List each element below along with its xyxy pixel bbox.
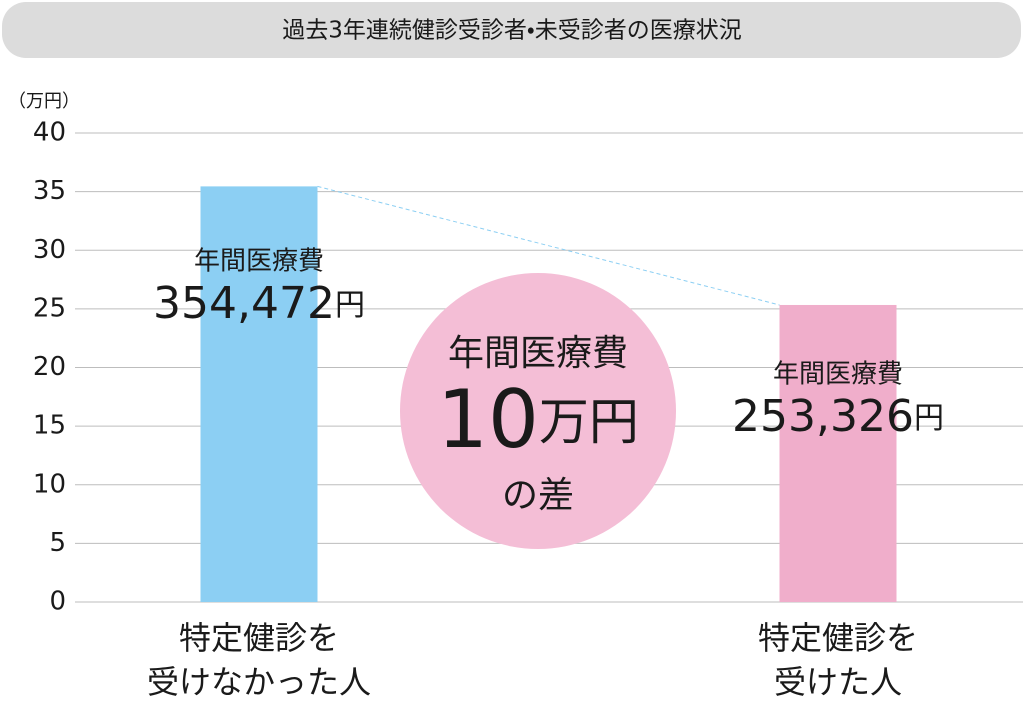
bar <box>779 304 897 602</box>
y-tick-label: 10 <box>33 469 66 499</box>
x-tick-label: 特定健診を受けた人 <box>758 619 918 701</box>
y-tick-label: 20 <box>33 352 66 382</box>
y-tick-label: 25 <box>33 293 66 323</box>
y-tick-label: 40 <box>33 118 66 148</box>
y-tick-label: 5 <box>49 528 66 558</box>
value-label: 354,472円 <box>153 278 365 329</box>
annotation-text: 年間医療費 <box>448 333 628 374</box>
y-unit: （万円） <box>8 91 80 112</box>
chart-title: 過去3年連続健診受診者・未受診者の医療状況 <box>282 18 741 44</box>
value-label-title: 年間医療費 <box>773 360 903 390</box>
y-tick-label: 30 <box>33 235 66 265</box>
value-label: 253,326円 <box>732 391 944 442</box>
x-tick-label: 特定健診を受けなかった人 <box>147 619 371 701</box>
title-banner <box>2 2 1021 58</box>
value-label-title: 年間医療費 <box>194 247 324 277</box>
bar <box>200 186 318 602</box>
annotation-text: 10万円 <box>437 373 639 466</box>
annotation-circle <box>400 273 676 549</box>
y-tick-label: 15 <box>33 411 66 441</box>
y-tick-label: 0 <box>49 587 66 617</box>
y-tick-label: 35 <box>33 176 66 206</box>
annotation-text: の差 <box>502 475 574 516</box>
connector <box>317 185 780 306</box>
